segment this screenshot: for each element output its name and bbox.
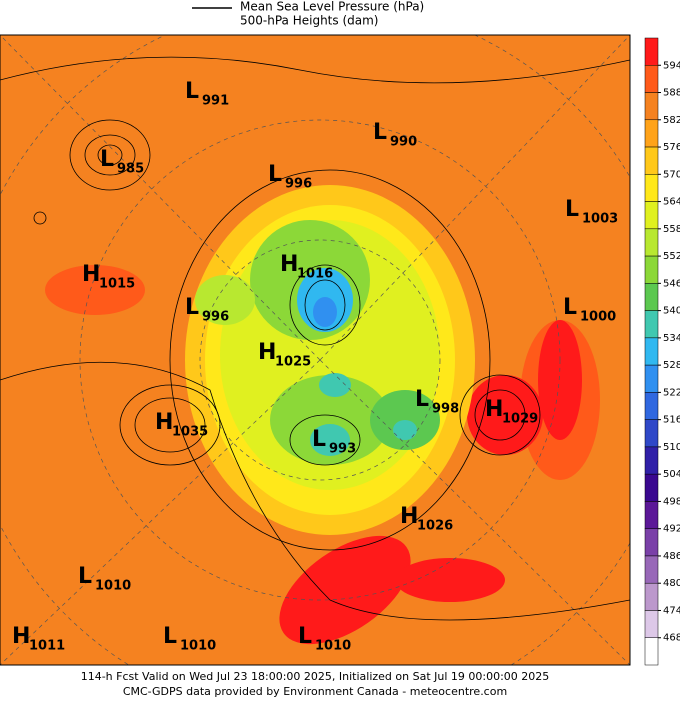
colorbar-label: 468 xyxy=(663,633,680,644)
footer-valid: 114-h Fcst Valid on Wed Jul 23 18:00:00 … xyxy=(81,670,550,683)
colorbar-label: 516 xyxy=(663,415,680,426)
colorbar-box xyxy=(644,582,659,611)
center-type: H xyxy=(258,340,276,365)
colorbar-box xyxy=(644,364,659,393)
colorbar-box xyxy=(644,174,659,202)
center-type: L xyxy=(415,387,429,412)
center-pressure: 996 xyxy=(285,177,312,192)
colorbar-label: 570 xyxy=(663,169,680,180)
footer-credit: CMC-GDPS data provided by Environment Ca… xyxy=(123,685,507,698)
colorbar-box xyxy=(644,528,659,557)
center-type: L xyxy=(185,79,199,104)
colorbar-box xyxy=(644,610,659,638)
colorbar-label: 528 xyxy=(663,360,680,371)
center-type: H xyxy=(280,252,298,277)
center-type: H xyxy=(12,624,30,649)
colorbar-label: 498 xyxy=(663,496,680,507)
colorbar-label: 576 xyxy=(663,142,680,153)
center-type: L xyxy=(163,624,177,649)
colorbar-label: 594 xyxy=(663,60,680,71)
colorbar-label: 564 xyxy=(663,197,680,208)
colorbar-label: 552 xyxy=(663,251,680,262)
legend-pressure: Mean Sea Level Pressure (hPa) xyxy=(240,0,424,14)
center-pressure: 993 xyxy=(329,442,356,457)
colorbar-label: 546 xyxy=(663,278,680,289)
center-pressure: 1035 xyxy=(172,425,208,440)
colorbar-box xyxy=(644,637,659,666)
legend-heights: 500-hPa Heights (dam) xyxy=(240,14,378,28)
center-type: L xyxy=(312,427,326,452)
center-pressure: 991 xyxy=(202,94,229,109)
colorbar-label: 582 xyxy=(663,115,680,126)
colorbar-label: 588 xyxy=(663,88,680,99)
center-pressure: 1016 xyxy=(297,267,333,282)
center-pressure: 1011 xyxy=(29,639,65,654)
center-pressure: 1010 xyxy=(180,639,216,654)
colorbar-box xyxy=(644,65,659,93)
center-pressure: 1010 xyxy=(95,579,131,594)
center-pressure: 998 xyxy=(432,402,459,417)
colorbar-box xyxy=(644,446,659,475)
colorbar-box xyxy=(644,201,659,230)
colorbar-box xyxy=(644,37,659,66)
colorbar-box xyxy=(644,501,659,529)
colorbar-box xyxy=(644,337,659,366)
center-type: L xyxy=(298,624,312,649)
center-type: L xyxy=(100,147,114,172)
center-pressure: 1000 xyxy=(580,310,616,325)
colorbar-box xyxy=(644,92,659,121)
colorbar-label: 486 xyxy=(663,551,680,562)
center-type: H xyxy=(400,504,418,529)
center-type: L xyxy=(185,295,199,320)
colorbar-box xyxy=(644,146,659,175)
colorbar-box xyxy=(644,419,659,448)
center-type: H xyxy=(485,397,503,422)
colorbar-label: 522 xyxy=(663,387,680,398)
colorbar-box xyxy=(644,473,659,502)
center-pressure: 1010 xyxy=(315,639,351,654)
colorbar-label: 534 xyxy=(663,333,680,344)
center-pressure: 990 xyxy=(390,135,417,150)
center-pressure: 1026 xyxy=(417,519,453,534)
center-type: L xyxy=(565,197,579,222)
center-type: H xyxy=(82,262,100,287)
center-type: L xyxy=(78,564,92,589)
colorbar-label: 474 xyxy=(663,605,680,616)
center-pressure: 1025 xyxy=(275,355,311,370)
colorbar-box xyxy=(644,392,659,420)
colorbar-box xyxy=(644,119,659,148)
colorbar-label: 558 xyxy=(663,224,680,235)
colorbar-label: 492 xyxy=(663,524,680,535)
colorbar-label: 540 xyxy=(663,306,680,317)
map-frame xyxy=(0,34,631,666)
center-pressure: 985 xyxy=(117,162,144,177)
colorbar-label: 510 xyxy=(663,442,680,453)
center-type: L xyxy=(268,162,282,187)
colorbar-label: 504 xyxy=(663,469,680,480)
center-pressure: 1003 xyxy=(582,212,618,227)
center-pressure: 1029 xyxy=(502,412,538,427)
center-type: L xyxy=(373,120,387,145)
center-type: L xyxy=(563,295,577,320)
colorbar-box xyxy=(644,310,659,339)
center-pressure: 1015 xyxy=(99,277,135,292)
center-pressure: 996 xyxy=(202,310,229,325)
colorbar-box xyxy=(644,283,659,311)
colorbar-box xyxy=(644,228,659,257)
colorbar-label: 480 xyxy=(663,578,680,589)
colorbar-box xyxy=(644,555,659,584)
colorbar-box xyxy=(644,255,659,284)
center-type: H xyxy=(155,410,173,435)
